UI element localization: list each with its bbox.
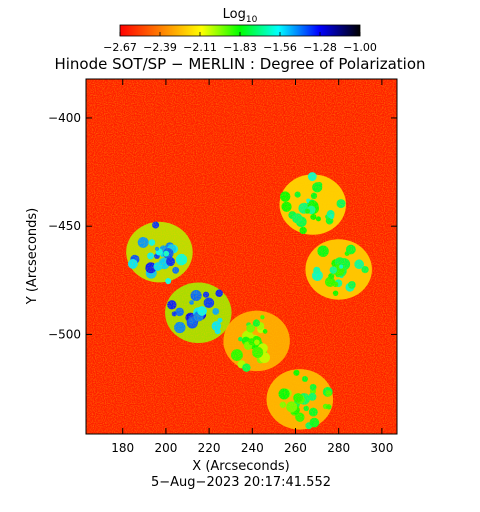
y-tick-label: −400 [48,111,81,125]
x-tick-label: 240 [241,441,264,455]
colorbar-ticks: −2.67 −2.39 −2.11 −1.83 −1.56 −1.28 −1.00 [103,32,377,54]
x-axis: 180 200 220 240 260 280 300 [111,79,393,455]
plot-frame [85,78,398,435]
x-axis-label: X (Arcseconds) [192,459,289,474]
x-tick-label: 200 [154,441,177,455]
colorbar-tick-label: −1.28 [303,41,337,54]
x-tick-label: 220 [198,441,221,455]
colorbar-tick-label: −1.56 [263,41,297,54]
chart-title: Hinode SOT/SP − MERLIN : Degree of Polar… [54,55,425,73]
colorbar-tick-label: −2.39 [143,41,177,54]
x-tick-label: 260 [284,441,307,455]
colorbar-tick-label: −2.67 [103,41,137,54]
heatmap-texture [86,79,397,434]
x-tick-label: 300 [370,441,393,455]
y-tick-label: −500 [48,327,81,341]
colorbar-tick-label: −1.00 [343,41,377,54]
plot-area [85,78,398,435]
y-axis-label: Y (Arcseconds) [25,208,40,305]
colorbar-tick-label: −2.11 [183,41,217,54]
x-tick-label: 180 [111,441,134,455]
y-axis: −400 −450 −500 [48,111,397,341]
colorbar-label: Log10 [223,7,258,25]
timestamp: 5−Aug−2023 20:17:41.552 [151,475,331,490]
y-tick-label: −450 [48,219,81,233]
colorbar-tick-label: −1.83 [223,41,257,54]
x-tick-label: 280 [327,441,350,455]
